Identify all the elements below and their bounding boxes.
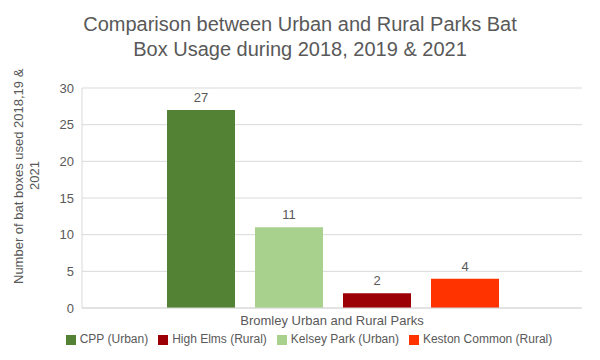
html-text:Comparison between Urban and R: Comparison between Urban and Rural Parks… (83, 13, 517, 60)
svg-text:15: 15 (60, 191, 74, 206)
html-text:Kelsey Park (Urban): Kelsey Park (Urban) (290, 332, 399, 346)
svg-text:2: 2 (373, 273, 380, 288)
svg-text:10: 10 (60, 227, 74, 242)
html-text:High Elms (Rural): High Elms (Rural) (172, 332, 267, 346)
svg-text:0: 0 (67, 301, 74, 316)
html-text:Keston Common (Rural): Keston Common (Rural) (422, 332, 553, 346)
svg-text:30: 30 (60, 81, 74, 96)
svg-text:Bromley Urban and Rural Parks: Bromley Urban and Rural Parks (240, 313, 424, 328)
html-text:CPP (Urban): CPP (Urban) (79, 332, 149, 346)
svg-text:25: 25 (60, 117, 74, 132)
svg-text:20: 20 (60, 154, 74, 169)
svg-text:4: 4 (461, 259, 468, 274)
html-text:Number of bat boxes used 2018,: Number of bat boxes used 2018,19 & 2021 (11, 68, 42, 284)
svg-text:27: 27 (194, 90, 208, 105)
svg-text:5: 5 (67, 264, 74, 279)
svg-text:11: 11 (282, 207, 296, 222)
